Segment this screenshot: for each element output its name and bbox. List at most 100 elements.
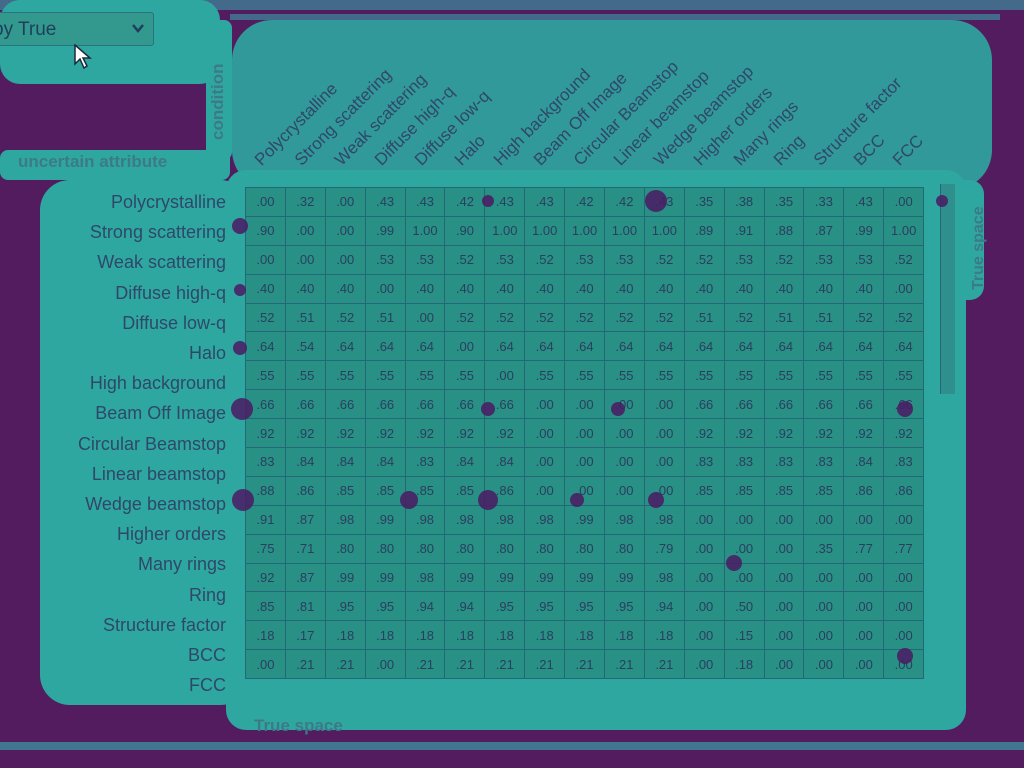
matrix-cell[interactable]: .52 bbox=[643, 244, 685, 275]
matrix-cell[interactable]: .00 bbox=[683, 562, 725, 593]
matrix-cell[interactable]: .66 bbox=[404, 389, 446, 420]
matrix-cell[interactable]: .55 bbox=[404, 360, 446, 391]
matrix-cell[interactable]: .18 bbox=[484, 620, 526, 651]
matrix-cell[interactable]: .55 bbox=[524, 360, 566, 391]
matrix-cell[interactable]: .53 bbox=[604, 244, 645, 275]
matrix-cell[interactable]: .99 bbox=[484, 562, 526, 593]
matrix-cell[interactable]: .21 bbox=[604, 649, 645, 680]
matrix-cell[interactable]: .18 bbox=[245, 620, 286, 651]
matrix-cell[interactable]: .18 bbox=[524, 620, 566, 651]
matrix-cell[interactable]: .79 bbox=[643, 533, 685, 564]
matrix-cell[interactable]: .99 bbox=[364, 562, 406, 593]
matrix-cell[interactable]: .52 bbox=[524, 244, 566, 275]
matrix-cell[interactable]: .00 bbox=[245, 649, 286, 680]
matrix-cell[interactable]: .40 bbox=[324, 273, 366, 304]
matrix-cell[interactable]: .53 bbox=[364, 244, 406, 275]
matrix-cell[interactable]: .00 bbox=[723, 504, 765, 535]
matrix-cell[interactable]: .52 bbox=[324, 302, 366, 333]
matrix-cell[interactable]: .21 bbox=[643, 649, 685, 680]
matrix-cell[interactable]: .86 bbox=[843, 475, 885, 506]
matrix-cell[interactable]: .51 bbox=[683, 302, 725, 333]
matrix-cell[interactable]: .43 bbox=[524, 187, 566, 217]
matrix-cell[interactable]: .52 bbox=[643, 302, 685, 333]
matrix-cell[interactable]: .64 bbox=[643, 331, 685, 362]
matrix-cell[interactable]: .32 bbox=[284, 187, 326, 217]
matrix-cell[interactable]: .00 bbox=[444, 331, 486, 362]
matrix-cell[interactable]: .80 bbox=[324, 533, 366, 564]
matrix-cell[interactable]: .51 bbox=[364, 302, 406, 333]
matrix-cell[interactable]: .98 bbox=[484, 504, 526, 535]
matrix-cell[interactable]: .87 bbox=[284, 504, 326, 535]
matrix-cell[interactable]: .87 bbox=[803, 215, 845, 246]
matrix-cell[interactable]: .00 bbox=[284, 244, 326, 275]
matrix-cell[interactable]: .80 bbox=[604, 533, 645, 564]
matrix-cell[interactable]: .84 bbox=[364, 447, 406, 477]
matrix-cell[interactable]: 1.00 bbox=[404, 215, 446, 246]
matrix-cell[interactable]: .84 bbox=[484, 447, 526, 477]
matrix-cell[interactable]: .40 bbox=[245, 273, 286, 304]
matrix-cell[interactable]: .53 bbox=[404, 244, 446, 275]
matrix-cell[interactable]: .35 bbox=[763, 187, 805, 217]
matrix-cell[interactable]: .00 bbox=[683, 533, 725, 564]
matrix-cell[interactable]: .53 bbox=[803, 244, 845, 275]
matrix-cell[interactable]: .18 bbox=[444, 620, 486, 651]
matrix-cell[interactable]: .52 bbox=[444, 244, 486, 275]
matrix-cell[interactable]: .38 bbox=[723, 187, 765, 217]
matrix-cell[interactable]: .21 bbox=[444, 649, 486, 680]
matrix-cell[interactable]: .40 bbox=[404, 273, 446, 304]
matrix-cell[interactable]: .92 bbox=[803, 418, 845, 449]
matrix-cell[interactable]: .40 bbox=[763, 273, 805, 304]
matrix-cell[interactable]: .95 bbox=[564, 591, 606, 622]
matrix-cell[interactable]: .18 bbox=[604, 620, 645, 651]
matrix-cell[interactable]: .92 bbox=[284, 418, 326, 449]
matrix-cell[interactable]: .00 bbox=[364, 273, 406, 304]
matrix-cell[interactable]: .42 bbox=[564, 187, 606, 217]
matrix-cell[interactable]: .00 bbox=[524, 447, 566, 477]
matrix-cell[interactable]: .75 bbox=[245, 533, 286, 564]
matrix-cell[interactable]: .66 bbox=[324, 389, 366, 420]
matrix-cell[interactable]: .66 bbox=[364, 389, 406, 420]
matrix-cell[interactable]: .21 bbox=[564, 649, 606, 680]
matrix-cell[interactable]: .55 bbox=[683, 360, 725, 391]
matrix-cell[interactable]: .40 bbox=[723, 273, 765, 304]
matrix-cell[interactable]: .95 bbox=[524, 591, 566, 622]
matrix-cell[interactable]: .00 bbox=[364, 649, 406, 680]
matrix-cell[interactable]: .89 bbox=[683, 215, 725, 246]
matrix-cell[interactable]: .98 bbox=[324, 504, 366, 535]
matrix-cell[interactable]: .80 bbox=[564, 533, 606, 564]
matrix-cell[interactable]: .95 bbox=[324, 591, 366, 622]
matrix-cell[interactable]: .00 bbox=[843, 504, 885, 535]
matrix-cell[interactable]: .85 bbox=[723, 475, 765, 506]
matrix-cell[interactable]: .80 bbox=[364, 533, 406, 564]
matrix-cell[interactable]: .00 bbox=[564, 447, 606, 477]
matrix-cell[interactable]: .99 bbox=[564, 504, 606, 535]
matrix-cell[interactable]: .51 bbox=[284, 302, 326, 333]
matrix-cell[interactable]: 1.00 bbox=[484, 215, 526, 246]
matrix-cell[interactable]: .55 bbox=[284, 360, 326, 391]
matrix-cell[interactable]: .43 bbox=[843, 187, 885, 217]
matrix-cell[interactable]: .66 bbox=[803, 389, 845, 420]
matrix-cell[interactable]: .00 bbox=[683, 620, 725, 651]
matrix-cell[interactable]: .18 bbox=[324, 620, 366, 651]
matrix-cell[interactable]: .92 bbox=[683, 418, 725, 449]
matrix-cell[interactable]: .40 bbox=[284, 273, 326, 304]
matrix-cell[interactable]: .94 bbox=[404, 591, 446, 622]
matrix-cell[interactable]: .00 bbox=[843, 620, 885, 651]
matrix-cell[interactable]: .52 bbox=[843, 302, 885, 333]
matrix-cell[interactable]: .77 bbox=[843, 533, 885, 564]
matrix-cell[interactable]: .00 bbox=[245, 187, 286, 217]
matrix-cell[interactable]: .99 bbox=[564, 562, 606, 593]
matrix-cell[interactable]: .40 bbox=[604, 273, 645, 304]
condition-dropdown[interactable]: py True bbox=[0, 12, 154, 46]
matrix-cell[interactable]: .88 bbox=[763, 215, 805, 246]
matrix-cell[interactable]: .55 bbox=[245, 360, 286, 391]
matrix-cell[interactable]: .18 bbox=[643, 620, 685, 651]
matrix-cell[interactable]: .83 bbox=[683, 447, 725, 477]
matrix-cell[interactable]: .00 bbox=[524, 475, 566, 506]
matrix-cell[interactable]: .80 bbox=[484, 533, 526, 564]
matrix-cell[interactable]: .00 bbox=[763, 620, 805, 651]
matrix-cell[interactable]: .51 bbox=[803, 302, 845, 333]
matrix-cell[interactable]: .00 bbox=[883, 591, 925, 622]
matrix-cell[interactable]: .99 bbox=[444, 562, 486, 593]
matrix-cell[interactable]: .64 bbox=[364, 331, 406, 362]
